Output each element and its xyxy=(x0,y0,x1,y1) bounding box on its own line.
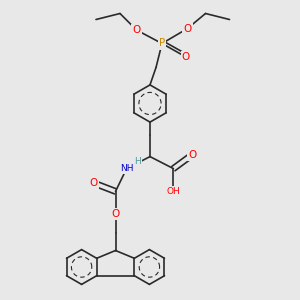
Text: P: P xyxy=(159,38,165,49)
Text: O: O xyxy=(89,178,98,188)
Text: O: O xyxy=(132,25,141,35)
Text: OH: OH xyxy=(167,187,180,196)
Text: O: O xyxy=(183,23,192,34)
Text: O: O xyxy=(188,149,197,160)
Text: H: H xyxy=(134,157,141,166)
Text: NH: NH xyxy=(120,164,133,173)
Text: O: O xyxy=(182,52,190,62)
Text: O: O xyxy=(111,208,120,219)
